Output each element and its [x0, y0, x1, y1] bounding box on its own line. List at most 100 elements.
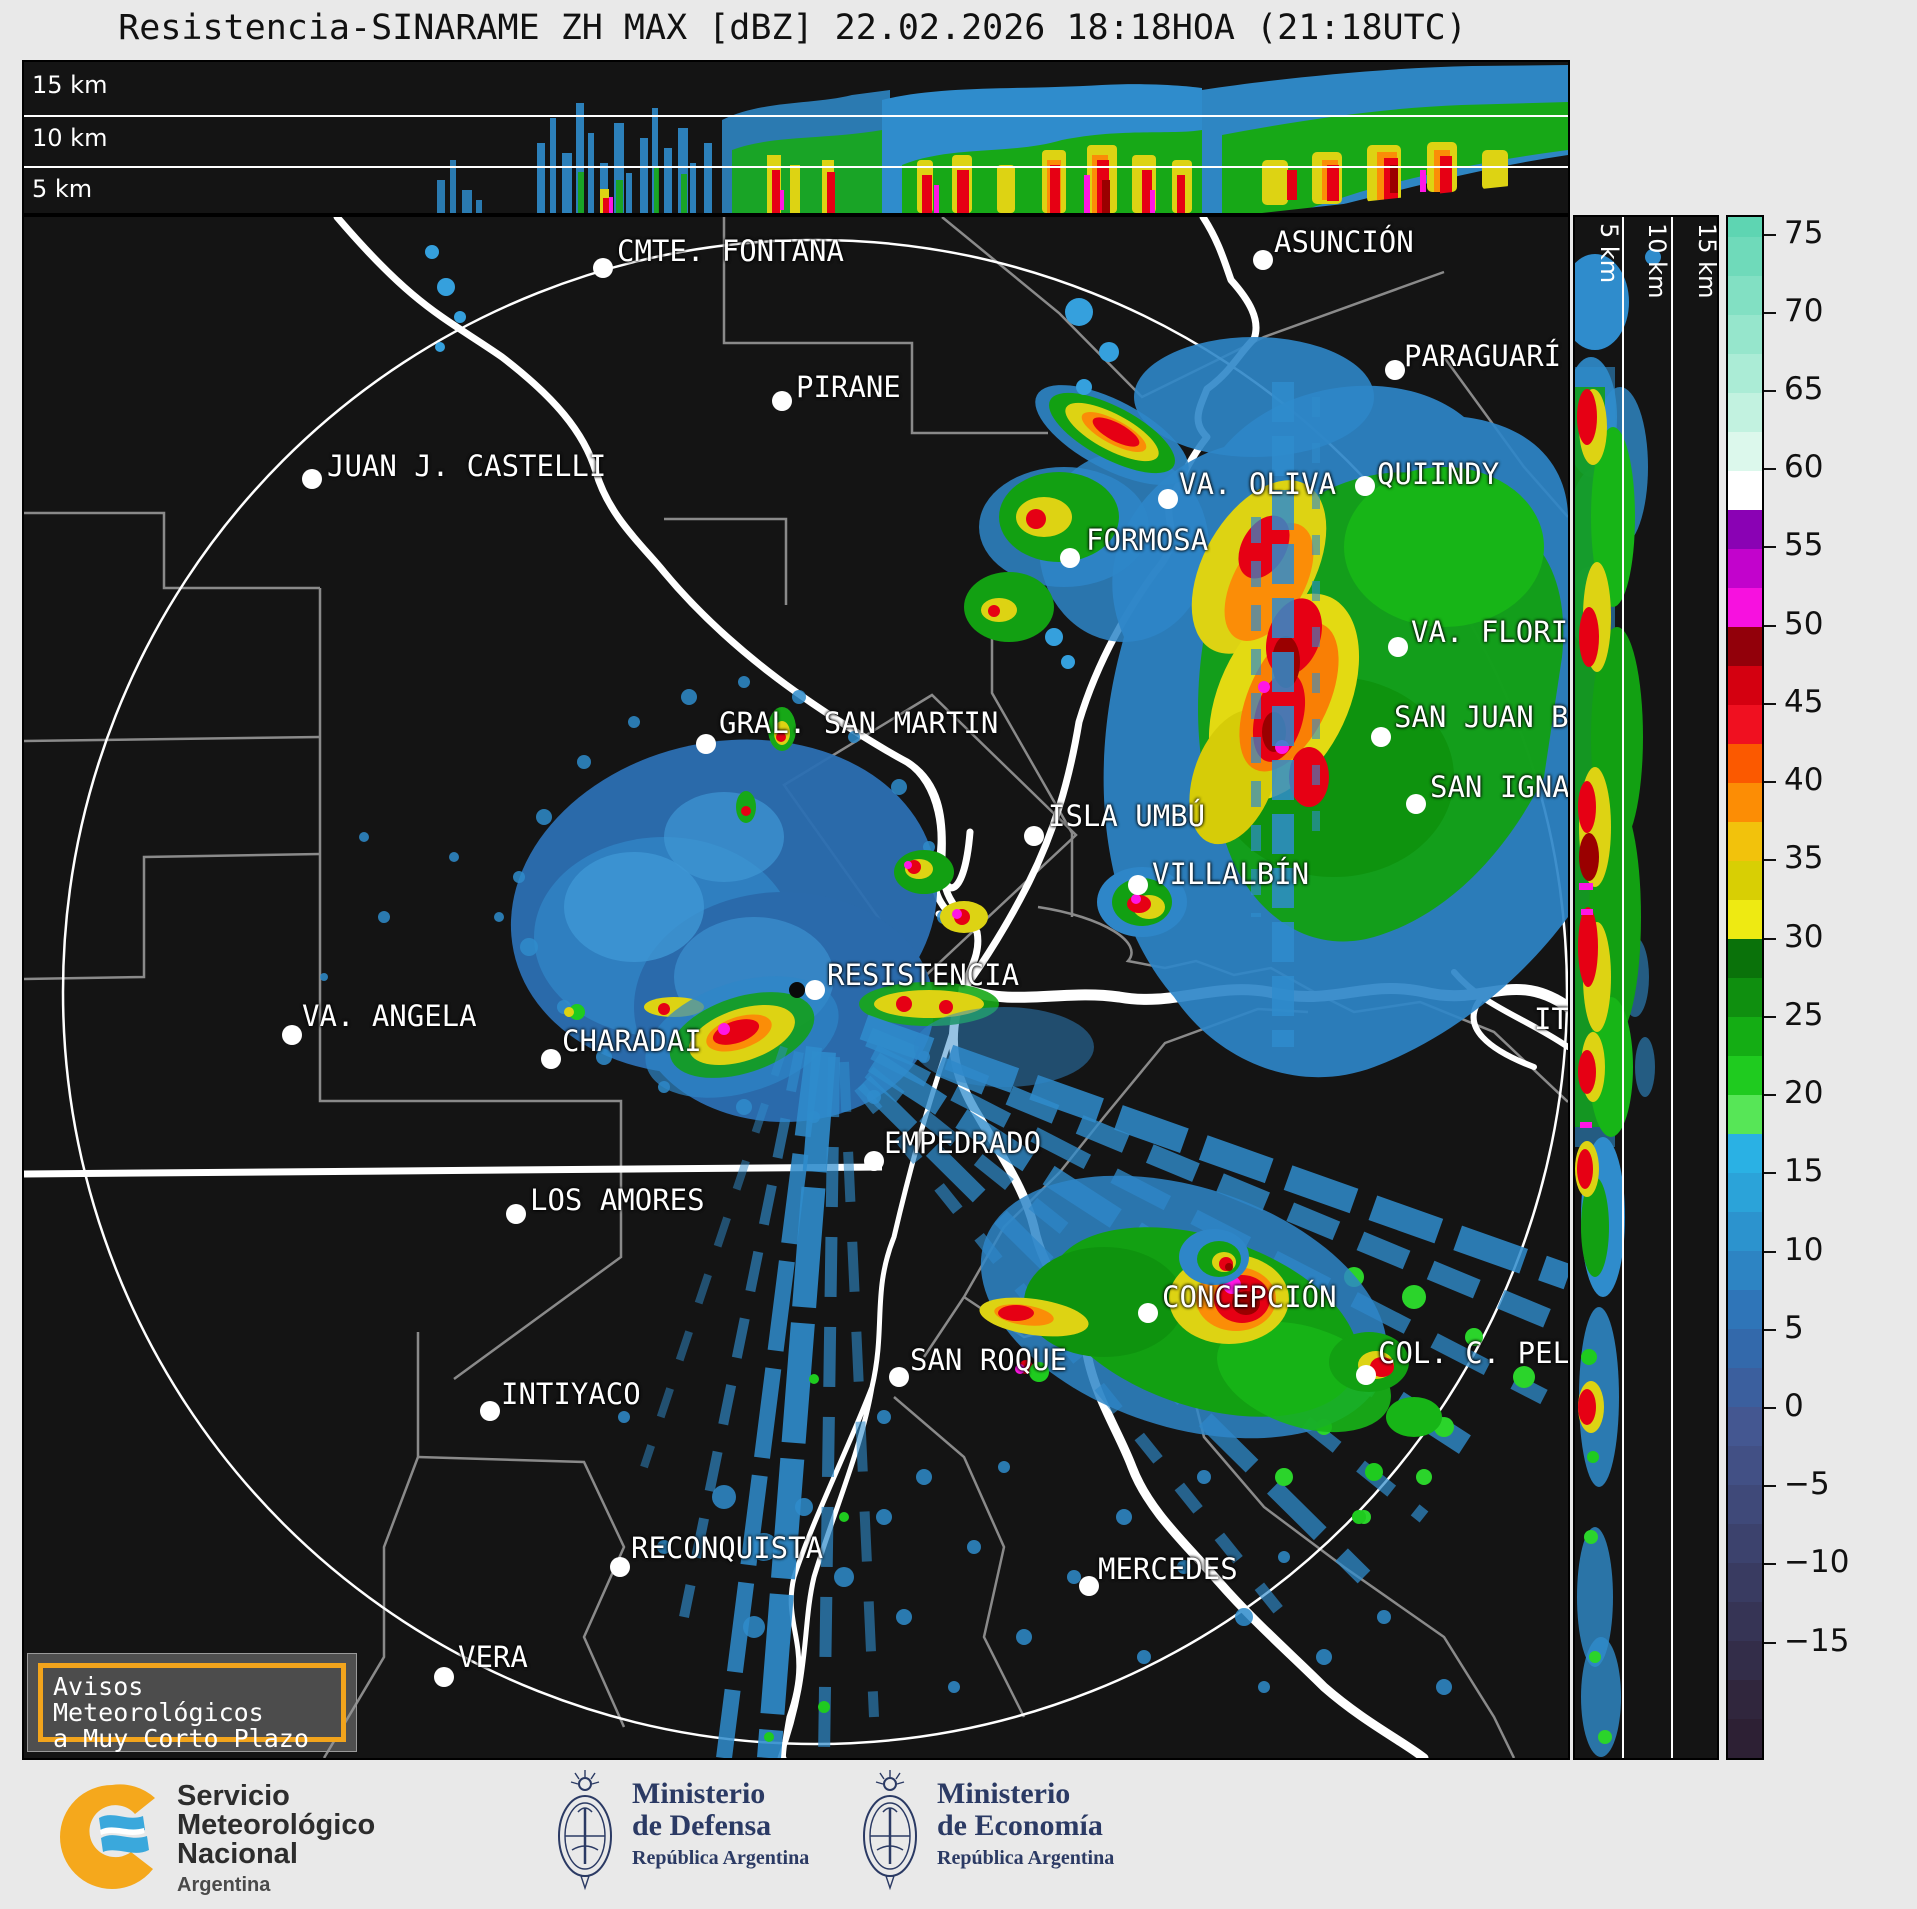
colorbar-segment	[1728, 899, 1762, 939]
echo-central-mass	[320, 676, 951, 1123]
colorbar-segment	[1728, 1016, 1762, 1056]
colorbar-tick-label: 65	[1784, 371, 1824, 408]
colorbar-segment	[1728, 217, 1762, 237]
city-label: CHARADAI	[562, 1024, 702, 1058]
avisos-line2: a Muy Corto Plazo	[53, 1724, 309, 1753]
city-label: EMPEDRADO	[884, 1126, 1042, 1160]
colorbar-tick	[1764, 1015, 1776, 1018]
colorbar-segment	[1728, 1289, 1762, 1329]
colorbar-segment	[1728, 977, 1762, 1017]
colorbar-segment	[1728, 860, 1762, 900]
city-dot	[889, 1367, 909, 1387]
radar-site-dot	[789, 982, 805, 998]
page-title: Resistencia-SINARAME ZH MAX [dBZ] 22.02.…	[118, 8, 1467, 48]
city-label: CMTE. FONTANA	[617, 234, 844, 268]
city-dot	[282, 1025, 302, 1045]
city-dot	[805, 980, 825, 1000]
colorbar-segment	[1728, 509, 1762, 549]
colorbar-segment	[1728, 1250, 1762, 1290]
colorbar-segment	[1728, 665, 1762, 705]
right-cross-section-echoes	[1575, 217, 1673, 1758]
city-label: INTIYACO	[501, 1377, 641, 1411]
altitude-label: 10 km	[32, 124, 108, 152]
top-cross-section-panel: 15 km 10 km 5 km	[22, 60, 1570, 215]
colorbar-segment	[1728, 1445, 1762, 1485]
colorbar-tick	[1764, 311, 1776, 314]
reflectivity-colorbar	[1726, 215, 1764, 1760]
colorbar-tick	[1764, 781, 1776, 784]
colorbar-segment	[1728, 548, 1762, 588]
colorbar-segment	[1728, 275, 1762, 315]
colorbar-segment	[1728, 392, 1762, 432]
footer-logos: Servicio Meteorológico Nacional Argentin…	[0, 1760, 1917, 1909]
echo-asuncion-specks	[1045, 298, 1119, 669]
smn-line2: Meteorológico	[177, 1809, 376, 1841]
colorbar-segment	[1728, 314, 1762, 354]
colorbar-tick	[1764, 546, 1776, 549]
radar-range-circle	[61, 238, 1568, 1746]
smn-line3: Nacional	[177, 1838, 298, 1870]
city-label: CONCEPCIÓN	[1162, 1280, 1337, 1314]
city-dot	[593, 258, 613, 278]
colorbar-tick	[1764, 702, 1776, 705]
city-dot	[506, 1204, 526, 1224]
city-dot	[1024, 826, 1044, 846]
colorbar-tick-label: 75	[1784, 214, 1824, 251]
colorbar-tick-label: 50	[1784, 605, 1824, 642]
city-label: RESISTENCIA	[827, 958, 1020, 992]
city-label: ISLA UMBÚ	[1048, 799, 1206, 833]
colorbar-tick	[1764, 233, 1776, 236]
defensa-line3: República Argentina	[632, 1847, 810, 1869]
colorbar-tick	[1764, 1641, 1776, 1644]
altitude-label: 5 km	[32, 175, 93, 203]
colorbar-tick	[1764, 859, 1776, 862]
city-label: VA. OLIVA	[1179, 467, 1337, 501]
echo-nw-blips	[425, 245, 466, 352]
city-label: SAN ROQUE	[910, 1343, 1068, 1377]
colorbar-segment	[1728, 1133, 1762, 1173]
city-dot	[1355, 476, 1375, 496]
colorbar-tick	[1764, 1094, 1776, 1097]
city-dot	[541, 1049, 561, 1069]
colorbar-tick-label: 15	[1784, 1153, 1824, 1190]
altitude-label: 15 km	[1693, 223, 1719, 299]
city-label: VILLALBÍN	[1152, 857, 1310, 891]
avisos-warning-box[interactable]: Avisos Meteorológicos a Muy Corto Plazo	[27, 1653, 357, 1752]
city-dot	[1060, 548, 1080, 568]
city-dot	[302, 469, 322, 489]
city-dot	[1138, 1303, 1158, 1323]
echo-concepcion-cell	[1179, 1229, 1249, 1285]
colorbar-segment	[1728, 1562, 1762, 1602]
colorbar-segment	[1728, 938, 1762, 978]
echo-ne-storm	[1039, 337, 1568, 1078]
city-label: SAN IGNA	[1430, 770, 1570, 804]
altitude-label: 10 km	[1643, 223, 1671, 299]
economia-line1: Ministerio	[937, 1777, 1071, 1810]
city-label: FORMOSA	[1086, 523, 1209, 557]
city-dot	[1356, 1365, 1376, 1385]
colorbar-segment	[1728, 1367, 1762, 1407]
smn-logo-icon	[60, 1784, 155, 1889]
city-dot	[696, 734, 716, 754]
city-label: SAN JUAN B	[1394, 700, 1569, 734]
city-dot	[772, 391, 792, 411]
city-dot	[1371, 727, 1391, 747]
echo-villalbin-cell	[1097, 867, 1187, 937]
colorbar-segment	[1728, 470, 1762, 510]
city-label: LOS AMORES	[530, 1183, 705, 1217]
city-label: ITÁ	[1534, 1002, 1569, 1036]
city-label: PARAGUARÍ	[1404, 339, 1562, 373]
city-label: JUAN J. CASTELLI	[327, 449, 607, 483]
colorbar-segment	[1728, 1172, 1762, 1212]
colorbar-tick-label: 5	[1784, 1309, 1804, 1346]
colorbar-tick-label: 10	[1784, 1231, 1824, 1268]
economia-logo-block: Ministerio de Economía República Argenti…	[853, 1760, 1193, 1909]
colorbar-tick-label: 35	[1784, 840, 1824, 877]
city-label: ASUNCIÓN	[1274, 225, 1414, 259]
smn-logo-block: Servicio Meteorológico Nacional Argentin…	[55, 1760, 415, 1909]
colorbar-segment	[1728, 1484, 1762, 1524]
colorbar-tick	[1764, 624, 1776, 627]
avisos-warning-inner: Avisos Meteorológicos a Muy Corto Plazo	[38, 1663, 346, 1752]
colorbar-segment	[1728, 626, 1762, 666]
